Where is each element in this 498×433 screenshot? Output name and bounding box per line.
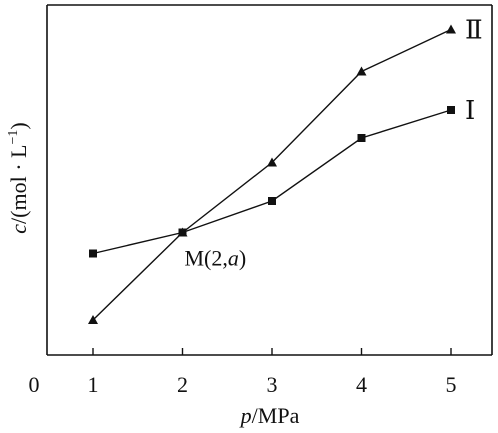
annotation-variable: a	[228, 246, 239, 271]
x-axis-label: p/MPa	[239, 403, 300, 428]
series-label: Ⅱ	[465, 16, 483, 45]
data-point-triangle	[267, 157, 277, 167]
series-layer	[88, 24, 456, 324]
point-annotation: M(2,a)	[185, 246, 247, 271]
x-tick-label: 5	[446, 372, 457, 397]
data-point-triangle	[356, 66, 367, 76]
data-point-triangle	[177, 227, 188, 237]
x-tick-label: 0	[29, 372, 40, 397]
series-labels: ⅠⅡ	[465, 16, 483, 126]
data-point-square	[268, 197, 276, 205]
data-point-triangle	[446, 24, 456, 34]
series-label: Ⅰ	[465, 96, 475, 125]
x-tick-label: 1	[88, 372, 99, 397]
series-line	[92, 28, 452, 321]
annotation-prefix: M(2,	[185, 246, 228, 271]
data-point-square	[447, 106, 455, 114]
x-tick-labels: 0 1 2 3 4 5	[29, 372, 457, 397]
y-axis-unit: /(mol · L	[6, 145, 31, 224]
x-axis-variable: p	[239, 403, 252, 428]
series-line	[92, 109, 452, 255]
data-point-square	[357, 134, 366, 142]
y-axis-variable: c	[6, 224, 31, 234]
y-axis-label: c/(mol · L−1)	[6, 122, 31, 233]
y-axis-unit-superscript: −1	[6, 130, 21, 145]
x-tick-label: 3	[267, 372, 278, 397]
x-tick-label: 4	[356, 372, 367, 397]
data-point-square	[89, 249, 97, 258]
y-axis-unit-close: )	[6, 122, 31, 129]
x-tick-label: 2	[177, 372, 188, 397]
x-ticks	[92, 348, 452, 355]
data-point-triangle	[88, 315, 98, 324]
x-axis-unit: /MPa	[252, 403, 300, 428]
annotation-suffix: )	[239, 246, 246, 271]
